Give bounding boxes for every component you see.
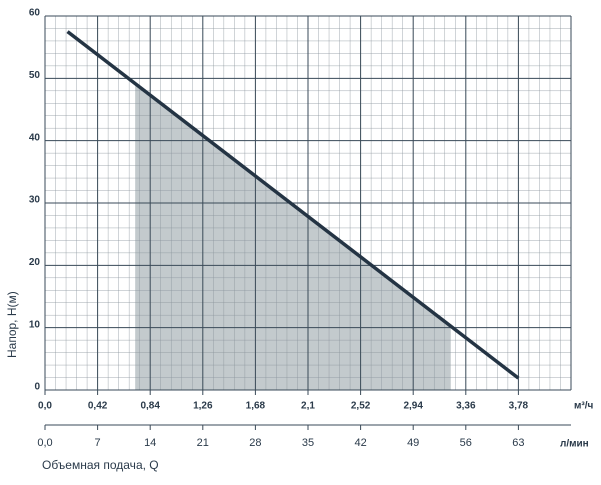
x-tick-label: 3,78 — [509, 401, 529, 412]
x2-tick-label: 21 — [197, 437, 209, 449]
x2-tick-label: 35 — [302, 437, 314, 449]
x-tick-label: 2,52 — [351, 401, 371, 412]
curve — [66, 30, 520, 380]
y-tick-label: 0 — [34, 382, 40, 393]
x-axis-label: Объемная подача, Q — [42, 458, 159, 472]
x2-tick-label: 7 — [95, 437, 101, 449]
x-tick-label: 0,42 — [88, 401, 108, 412]
y-tick-label: 40 — [29, 132, 41, 143]
x2-tick-label: 49 — [407, 437, 419, 449]
x2-tick-label: 56 — [460, 437, 472, 449]
x2-tick-label: 0,0 — [37, 437, 52, 449]
x-tick-label: 2,1 — [301, 401, 315, 412]
x-tick-label: 1,26 — [193, 401, 213, 412]
y-axis-label: Напор, H(м) — [5, 291, 19, 358]
x-unit: м³/ч — [574, 401, 594, 412]
x2-unit: л/мин — [560, 439, 589, 450]
x2-tick-label: 63 — [512, 437, 524, 449]
operating-range — [135, 83, 451, 390]
y-tick-label: 10 — [29, 319, 41, 330]
x2-tick-label: 28 — [249, 437, 261, 449]
x2-tick-label: 14 — [144, 437, 156, 449]
x2-tick-label: 42 — [354, 437, 366, 449]
y-tick-label: 50 — [29, 70, 41, 81]
x-tick-label: 0,84 — [140, 401, 160, 412]
x-tick-label: 1,68 — [246, 401, 266, 412]
x-tick-label: 3,36 — [456, 401, 476, 412]
y-tick-label: 30 — [29, 195, 41, 206]
y-tick-label: 60 — [29, 8, 41, 19]
x-tick-label: 2,94 — [403, 401, 423, 412]
x-tick-label: 0,0 — [38, 401, 52, 412]
y-tick-label: 20 — [29, 257, 41, 268]
